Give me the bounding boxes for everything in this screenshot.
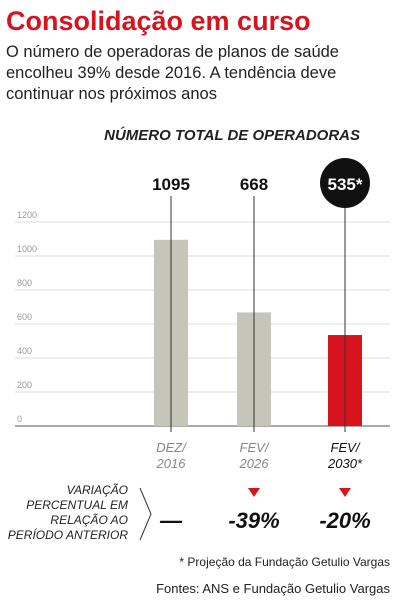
chart-subtitle: NÚMERO TOTAL DE OPERADORAS: [104, 126, 360, 144]
value-label: 535*: [328, 175, 363, 194]
variation-label: VARIAÇÃO: [67, 483, 128, 497]
variation-value: —: [159, 508, 183, 533]
variation-label: RELAÇÃO AO: [50, 513, 128, 527]
value-label: 1095: [152, 175, 190, 194]
variation-value: -20%: [319, 508, 370, 533]
x-tick-label: FEV/2026: [239, 440, 270, 471]
y-tick-label: 1000: [17, 244, 37, 254]
bracket: [139, 487, 152, 541]
subtitle-line: encolheu 39% desde 2016. A tendência dev…: [6, 64, 336, 82]
down-arrow: [248, 488, 260, 497]
source: Fontes: ANS e Fundação Getulio Vargas: [156, 581, 390, 596]
y-tick-label: 1200: [17, 210, 37, 220]
down-arrow: [339, 488, 351, 497]
footnote: * Projeção da Fundação Getulio Vargas: [179, 555, 390, 569]
subtitle-line: O número de operadoras de planos de saúd…: [6, 43, 339, 61]
value-label: 668: [240, 175, 268, 194]
x-tick-label: DEZ/2016: [156, 440, 188, 471]
y-tick-label: 200: [17, 380, 32, 390]
highlight-circle: [320, 158, 370, 208]
variation-label: PERÍODO ANTERIOR: [8, 527, 129, 542]
y-tick-label: 600: [17, 312, 32, 322]
y-tick-label: 0: [17, 414, 22, 424]
variation-value: -39%: [228, 508, 279, 533]
subtitle-line: continuar nos próximos anos: [6, 85, 217, 103]
variation-label: PERCENTUAL EM: [26, 498, 128, 512]
y-tick-label: 400: [17, 346, 32, 356]
x-tick-label: FEV/2030*: [327, 440, 363, 471]
chart-title: Consolidação em curso: [6, 6, 311, 36]
y-tick-label: 800: [17, 278, 32, 288]
